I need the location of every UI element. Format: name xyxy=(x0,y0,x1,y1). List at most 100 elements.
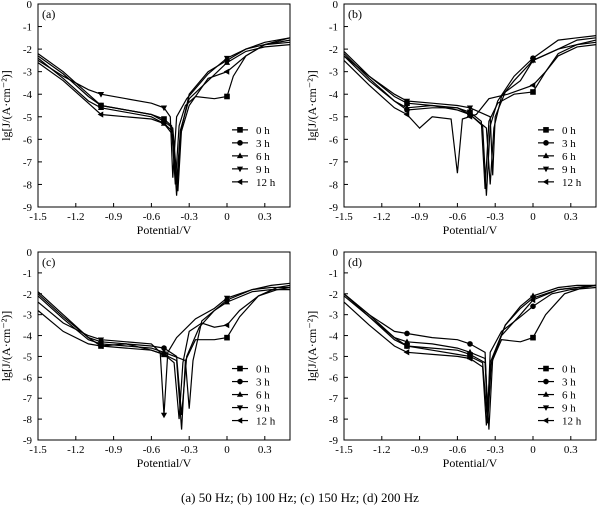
data-point xyxy=(529,58,537,64)
y-tick-label: -3 xyxy=(329,67,339,79)
x-tick-label: 0 xyxy=(224,211,230,223)
legend-label: 9 h xyxy=(256,403,270,415)
data-point xyxy=(97,111,104,118)
y-axis-label: lg[J/(A·cm⁻²)] xyxy=(305,70,319,141)
series-line-9h xyxy=(343,284,597,420)
x-tick-label: -1.5 xyxy=(335,444,353,456)
series-line-12h xyxy=(343,44,597,174)
y-tick-label: -8 xyxy=(23,414,33,426)
y-axis-label: lg[J/(A·cm⁻²)] xyxy=(0,70,13,141)
legend-label: 3 h xyxy=(256,138,270,150)
legend-label: 3 h xyxy=(256,377,270,389)
legend-marker xyxy=(237,140,243,146)
data-point xyxy=(224,93,230,100)
data-point xyxy=(161,345,167,351)
x-tick-label: -1.2 xyxy=(67,444,84,456)
data-point xyxy=(529,82,536,89)
y-tick-label: -5 xyxy=(23,112,33,124)
y-tick-label: -2 xyxy=(23,289,32,301)
y-tick-label: -1 xyxy=(329,268,338,280)
series-line-3h xyxy=(343,35,597,196)
x-tick-label: -0.6 xyxy=(449,211,467,223)
data-point xyxy=(529,296,536,304)
x-tick-label: -1.5 xyxy=(29,211,47,223)
y-tick-label: -2 xyxy=(329,44,338,56)
y-tick-label: -8 xyxy=(329,414,339,426)
x-tick-label: -1.2 xyxy=(373,211,390,223)
data-point xyxy=(223,59,231,65)
x-tick-label: -1.5 xyxy=(29,444,47,456)
y-tick-label: -6 xyxy=(23,372,33,384)
chart-panel-d: -1.5 -1.2 -0.9 -0.6 -0.3 0 0.3 -9 -8 -7 -6 -5 -4 -3 -2… xyxy=(305,247,597,470)
y-tick-label: -7 xyxy=(329,157,339,169)
x-tick-label: -0.3 xyxy=(180,444,198,456)
chart-panel-b: -1.5 -1.2 -0.9 -0.6 -0.3 0 0.3 -9 -8 -7 -6 -5 -4 -3 -2… xyxy=(305,0,597,237)
legend-marker xyxy=(236,178,243,185)
legend-marker xyxy=(543,127,549,133)
legend-marker xyxy=(543,140,549,146)
x-tick-label: -0.3 xyxy=(180,211,198,223)
series-line-6h xyxy=(37,44,291,185)
x-tick-label: -0.9 xyxy=(411,211,429,223)
y-tick-label: -9 xyxy=(329,435,339,447)
legend-marker xyxy=(542,166,550,173)
data-point xyxy=(97,104,105,110)
data-point xyxy=(223,322,230,329)
series-line-9h xyxy=(37,282,291,415)
x-tick-label: 0.3 xyxy=(258,444,272,456)
series-line-6h xyxy=(37,289,290,409)
y-tick-label: -2 xyxy=(329,289,338,301)
legend-marker xyxy=(237,127,243,133)
chart-panel-c: -1.5 -1.2 -0.9 -0.6 -0.3 0 0.3 -9 -8 -7 -6 -5 -4 -3 -2… xyxy=(0,247,291,470)
legend-label: 0 h xyxy=(256,125,270,137)
x-tick-label: -0.3 xyxy=(486,444,504,456)
y-tick-label: -1 xyxy=(23,268,32,280)
legend-marker xyxy=(542,152,550,159)
legend-marker xyxy=(542,417,549,424)
legend-label: 12 h xyxy=(562,416,582,428)
legend-marker xyxy=(542,178,549,185)
x-axis-label: Potential/V xyxy=(443,456,498,470)
y-tick-label: -6 xyxy=(329,372,339,384)
data-point xyxy=(404,330,410,337)
y-tick-label: -4 xyxy=(23,331,33,343)
legend-label: 9 h xyxy=(562,403,576,415)
y-tick-label: -7 xyxy=(329,393,339,405)
legend-label: 9 h xyxy=(562,164,576,176)
y-tick-label: -5 xyxy=(329,112,339,124)
y-tick-label: -6 xyxy=(23,134,33,146)
x-tick-label: -0.9 xyxy=(105,211,123,223)
legend-marker xyxy=(236,405,244,411)
legend-label: 6 h xyxy=(562,390,576,402)
data-point xyxy=(403,349,410,356)
data-point xyxy=(466,105,474,112)
y-tick-label: -1 xyxy=(23,22,32,34)
x-tick-label: -1.5 xyxy=(335,211,353,223)
x-tick-label: 0.3 xyxy=(564,211,578,223)
legend-marker xyxy=(237,378,243,385)
legend-label: 6 h xyxy=(256,151,270,163)
data-point xyxy=(403,98,411,105)
y-tick-label: -3 xyxy=(23,67,33,79)
y-tick-label: 0 xyxy=(333,247,339,259)
legend-label: 0 h xyxy=(562,364,576,376)
y-tick-label: -7 xyxy=(23,157,33,169)
plot-frame xyxy=(37,251,291,441)
y-tick-label: 0 xyxy=(333,0,339,11)
data-point xyxy=(466,352,474,358)
data-point xyxy=(530,303,536,310)
legend-marker xyxy=(542,391,550,397)
chart-panel-a: -1.5 -1.2 -0.9 -0.6 -0.3 0 0.3 -9 -8 -7 -6 -5 -4 -3 -2… xyxy=(0,0,291,237)
y-tick-label: 0 xyxy=(27,247,33,259)
x-axis-label: Potential/V xyxy=(137,223,192,237)
data-point xyxy=(160,412,168,419)
y-tick-label: -6 xyxy=(329,134,339,146)
data-point xyxy=(97,342,104,350)
legend-marker xyxy=(542,405,550,411)
y-tick-label: -3 xyxy=(329,310,339,322)
y-tick-label: -9 xyxy=(23,202,33,214)
legend-marker xyxy=(543,365,549,372)
x-tick-label: 0 xyxy=(530,444,536,456)
legend-label: 0 h xyxy=(256,364,270,376)
